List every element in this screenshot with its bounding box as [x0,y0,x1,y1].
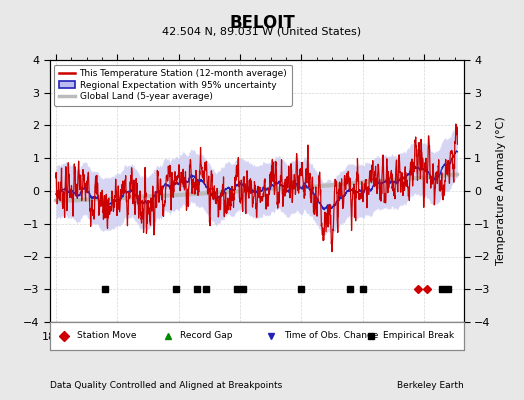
Text: Time of Obs. Change: Time of Obs. Change [283,332,378,340]
Text: Data Quality Controlled and Aligned at Breakpoints: Data Quality Controlled and Aligned at B… [50,381,282,390]
Legend: This Temperature Station (12-month average), Regional Expectation with 95% uncer: This Temperature Station (12-month avera… [54,64,292,106]
Y-axis label: Temperature Anomaly (°C): Temperature Anomaly (°C) [496,117,506,265]
Text: 42.504 N, 89.031 W (United States): 42.504 N, 89.031 W (United States) [162,26,362,36]
Text: Berkeley Earth: Berkeley Earth [397,381,464,390]
Text: BELOIT: BELOIT [229,14,295,32]
Text: Record Gap: Record Gap [180,332,233,340]
Text: Station Move: Station Move [77,332,136,340]
Text: Empirical Break: Empirical Break [383,332,454,340]
